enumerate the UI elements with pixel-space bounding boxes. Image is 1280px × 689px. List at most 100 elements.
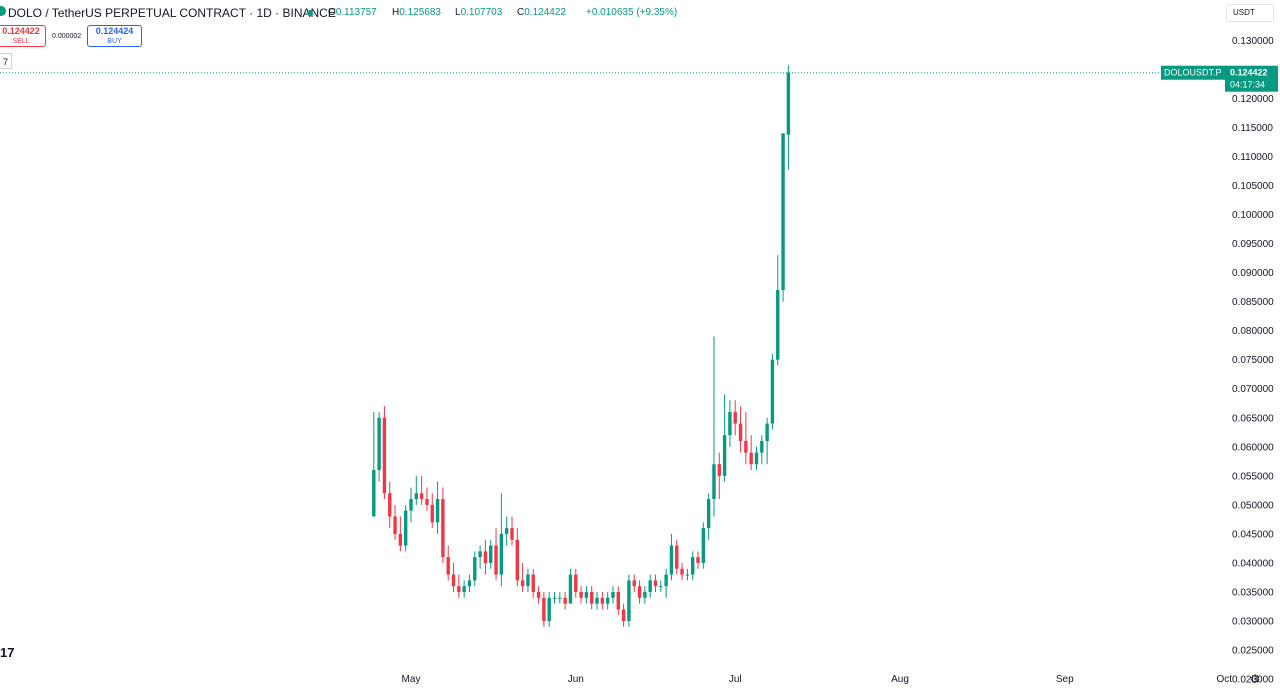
candle-body <box>441 499 445 558</box>
price-tick-label: 0.070000 <box>1232 384 1274 395</box>
candle <box>531 568 535 598</box>
price-tick-label: 0.115000 <box>1232 123 1273 134</box>
spread-value: 0.000002 <box>52 33 82 40</box>
candle <box>776 255 780 366</box>
candle <box>499 493 504 587</box>
last-price-tag: DOLOUSDT.P 0.124422 04:17:34 <box>1161 65 1278 92</box>
price-tick-label: 0.085000 <box>1232 297 1274 308</box>
candle <box>574 568 578 598</box>
candle-body <box>536 591 541 598</box>
price-axis: 0.1300000.1250000.1200000.1150000.110000… <box>1232 36 1274 686</box>
candle <box>467 574 472 592</box>
candle <box>653 574 658 592</box>
candle <box>494 528 498 581</box>
currency-select[interactable]: USDT <box>1226 4 1274 22</box>
candle <box>441 487 445 563</box>
candle-body <box>717 464 721 476</box>
price-tick-label: 0.110000 <box>1232 152 1273 163</box>
price-tag-bg <box>1225 65 1278 92</box>
tradingview-logo[interactable]: 17 <box>0 645 15 660</box>
candle <box>611 586 615 604</box>
price-tag-value: 0.124422 <box>1230 68 1268 78</box>
candle-body <box>563 597 567 604</box>
candle <box>728 400 732 447</box>
ohlc-close: C0.124422 <box>517 7 566 18</box>
candle <box>542 591 546 627</box>
candle <box>584 586 589 604</box>
candle <box>504 516 509 546</box>
candle-body <box>425 499 429 505</box>
candle <box>568 568 573 604</box>
candles-layer <box>372 65 791 627</box>
candle-body <box>435 499 440 523</box>
candle <box>632 574 636 592</box>
candle-body <box>659 586 663 588</box>
candle-body <box>738 423 743 442</box>
candle-body <box>770 359 775 424</box>
candle <box>754 446 759 471</box>
candle-body <box>605 597 610 604</box>
sell-price: 0.124422 <box>2 26 40 36</box>
candle-body <box>414 493 419 500</box>
candle <box>669 533 674 581</box>
candle-body <box>403 510 408 546</box>
time-tick-label: Sep <box>1056 674 1074 685</box>
candle <box>563 591 567 610</box>
candle-body <box>611 591 615 598</box>
time-tick-label: Jun <box>568 674 584 685</box>
symbol-title[interactable]: DOLO / TetherUS PERPETUAL CONTRACT · 1D … <box>8 6 336 20</box>
candle <box>749 435 753 471</box>
candle <box>712 336 716 517</box>
candle <box>659 580 663 592</box>
candle <box>451 562 456 592</box>
candle-body <box>760 441 764 453</box>
candle <box>701 522 706 569</box>
candle-body <box>568 574 573 604</box>
candle <box>446 545 450 581</box>
time-tick-label: May <box>402 674 421 685</box>
candle-body <box>712 464 716 500</box>
price-tag-countdown: 04:17:34 <box>1230 80 1265 90</box>
candle-body <box>547 597 551 622</box>
price-tick-label: 0.050000 <box>1232 500 1274 511</box>
candle <box>675 539 679 575</box>
candle <box>786 65 791 170</box>
candle-body <box>494 545 498 575</box>
buy-button[interactable]: 0.124424 BUY <box>87 25 142 47</box>
candle-body <box>776 290 780 360</box>
price-tick-label: 0.060000 <box>1232 442 1274 453</box>
indicators-toggle-button[interactable]: 7 <box>0 53 12 69</box>
time-tick-label: Oct <box>1216 674 1232 685</box>
candle <box>637 580 642 604</box>
candle <box>547 591 551 627</box>
symbol-tag-bg <box>1161 65 1225 80</box>
candle <box>425 487 429 511</box>
candle-body <box>504 528 509 534</box>
market-status-icon <box>307 10 313 16</box>
price-tick-label: 0.055000 <box>1232 471 1274 482</box>
candle-body <box>701 528 706 563</box>
candle <box>733 400 737 436</box>
sell-button[interactable]: 0.124422 SELL <box>0 25 46 47</box>
candle <box>685 568 690 581</box>
symbol-logo-icon[interactable] <box>0 6 6 16</box>
candle <box>605 591 610 610</box>
candle-body <box>744 441 748 453</box>
candle-body <box>627 580 631 622</box>
candle-body <box>499 533 504 575</box>
candle-body <box>515 539 520 581</box>
candle-body <box>526 574 530 587</box>
candle-body <box>669 545 674 575</box>
candle <box>457 574 461 598</box>
candle-body <box>473 557 477 581</box>
candle-body <box>680 568 684 575</box>
candle <box>590 586 594 610</box>
settings-gear-icon[interactable]: ⚙ <box>1249 672 1261 686</box>
candle-body <box>722 435 727 476</box>
candle-body <box>574 574 578 592</box>
candle <box>483 539 488 575</box>
price-tick-label: 0.095000 <box>1232 239 1274 250</box>
candle <box>478 545 482 569</box>
candle <box>419 475 424 505</box>
